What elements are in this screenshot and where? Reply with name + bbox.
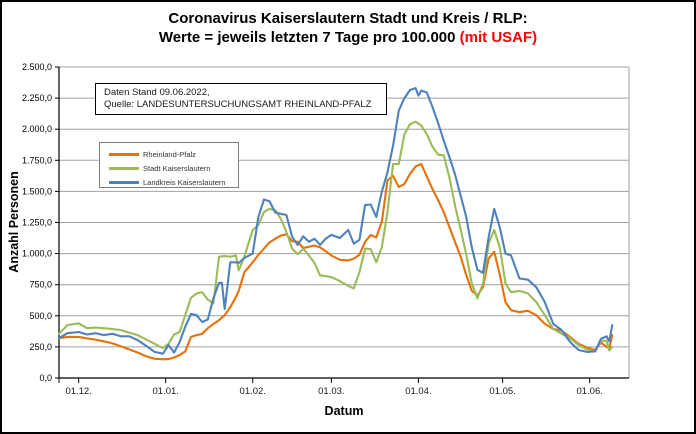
- legend-line-landkreis-kaiserslautern: [109, 180, 139, 184]
- legend-item-landkreis-kaiserslautern: Landkreis Kaiserslautern: [109, 176, 238, 188]
- legend-line-stadt-kaiserslautern: [109, 166, 139, 170]
- data-source-line1: Daten Stand 09.06.2022,: [104, 87, 210, 98]
- legend-item-stadt-kaiserslautern: Stadt Kaiserslautern: [109, 162, 238, 174]
- y-tick-label: 750,0: [29, 280, 52, 290]
- x-tick-label: 01.02.: [240, 386, 266, 397]
- chart-title-red-suffix: (mit USAF): [459, 29, 538, 46]
- series-line-landkreis-kaiserslautern: [57, 87, 614, 355]
- y-tick-label: 0,0: [39, 373, 52, 383]
- y-tick-label: 1.000,0: [22, 249, 52, 259]
- legend-label-rheinland-pfalz: Rheinland-Pfalz: [143, 149, 196, 159]
- y-tick-label: 2.000,0: [22, 124, 52, 134]
- y-tick-label: 1.250,0: [22, 218, 52, 228]
- x-tick-label: 01.01.: [152, 386, 178, 397]
- y-tick-label: 500,0: [29, 311, 52, 321]
- y-tick-label: 2.500,0: [22, 62, 52, 72]
- legend-label-stadt-kaiserslautern: Stadt Kaiserslautern: [143, 163, 211, 173]
- legend-item-rheinland-pfalz: Rheinland-Pfalz: [109, 148, 238, 160]
- x-tick-label: 01.12.: [65, 386, 91, 397]
- series-line-rheinland-pfalz: [57, 162, 614, 361]
- y-tick-label: 1.750,0: [22, 155, 52, 165]
- y-axis-title: Anzahl Personen: [7, 171, 21, 273]
- legend-label-landkreis-kaiserslautern: Landkreis Kaiserslautern: [143, 177, 226, 187]
- x-tick-label: 01.05.: [489, 386, 515, 397]
- series-line-stadt-kaiserslautern: [57, 120, 614, 353]
- x-tick-label: 01.06.: [576, 386, 602, 397]
- y-tick-label: 1.500,0: [22, 186, 52, 196]
- data-source-box: Daten Stand 09.06.2022, Quelle: LANDESUN…: [95, 83, 387, 115]
- x-axis-title: Datum: [324, 404, 364, 418]
- y-tick-label: 2.250,0: [22, 93, 52, 103]
- data-series: [57, 87, 614, 361]
- data-source-line2: Quelle: LANDESUNTERSUCHUNGSAMT RHEINLAND…: [104, 99, 372, 110]
- legend-line-rheinland-pfalz: [109, 152, 139, 156]
- chart-title-line2: Werte = jeweils letzten 7 Tage pro 100.0…: [158, 29, 538, 46]
- y-tick-label: 250,0: [29, 342, 52, 352]
- x-tick-label: 01.04.: [405, 386, 431, 397]
- legend: Rheinland-Pfalz Stadt Kaiserslautern Lan…: [99, 142, 239, 188]
- chart-title-line1: Coronavirus Kaiserslautern Stadt und Kre…: [168, 10, 528, 27]
- chart-title: Coronavirus Kaiserslautern Stadt und Kre…: [2, 9, 694, 47]
- x-tick-label: 01.03.: [318, 386, 344, 397]
- axis-tick-labels: 0,0 250,0 500,0 750,0 1.000,0 1.250,0 1.500,0 1…: [22, 62, 603, 397]
